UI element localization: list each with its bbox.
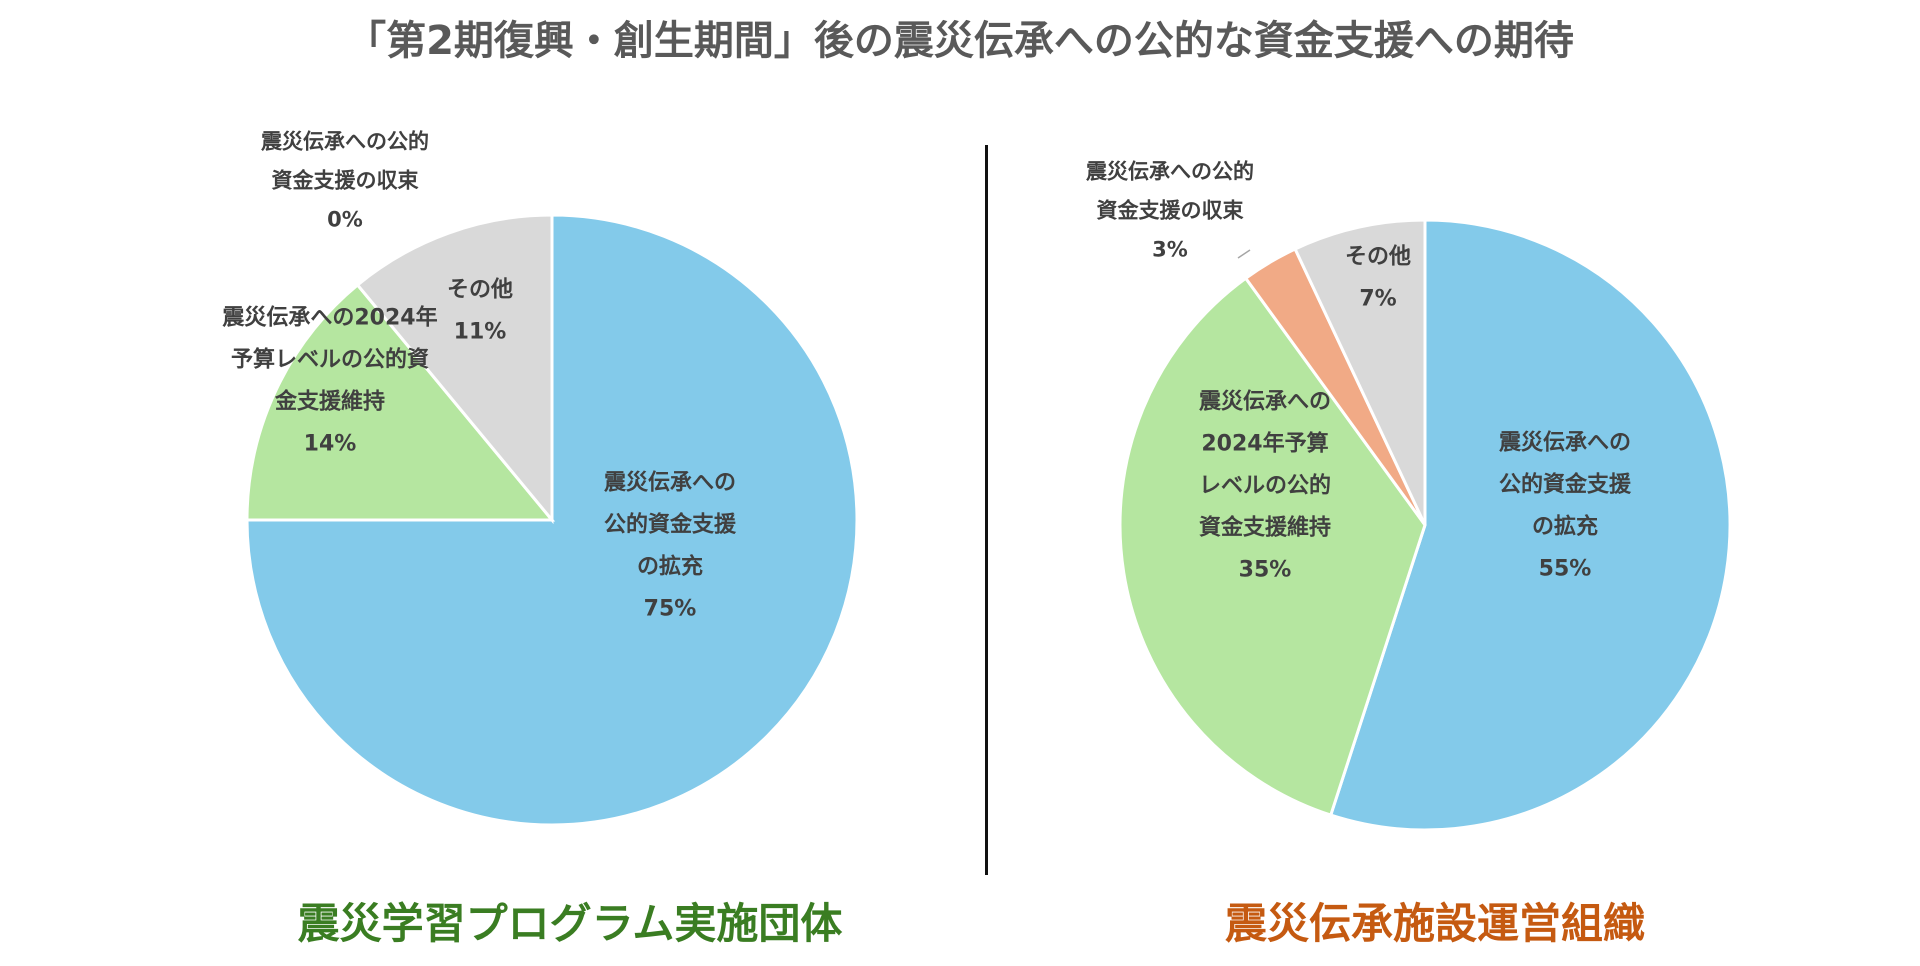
slice-value-label: 7% xyxy=(1359,287,1396,312)
chart-title: 「第2期復興・創生期間」後の震災伝承への公的な資金支援への期待 xyxy=(346,18,1574,64)
slice-label: 震災伝承への 2024年予算レベルの公的資金支援維持 35% xyxy=(1199,390,1331,583)
slice-name-line: 公的資金支援 xyxy=(1499,472,1632,498)
slice-name-line: レベルの公的 xyxy=(1199,473,1331,499)
slice-name-line: 資金支援の収束 xyxy=(1097,198,1245,222)
left-chart-subtitle: 震災学習プログラム実施団体 xyxy=(297,899,843,948)
slice-value-label: 75% xyxy=(644,597,697,622)
slice-label: 震災伝承への公的資金支援の収束 3% xyxy=(1086,159,1254,261)
slice-label: 震災伝承への公的資金支援の収束 0% xyxy=(261,129,429,231)
slice-name-line: その他 xyxy=(447,278,513,303)
slice-label: 震災伝承への2024年予算レベルの公的資金支援維持 14% xyxy=(222,305,437,457)
slice-name-line: 震災伝承への公的 xyxy=(261,129,429,153)
slice-name-line: 予算レベルの公的資 xyxy=(231,347,429,373)
right-chart-subtitle: 震災伝承施設運営組織 xyxy=(1224,899,1645,948)
slice-value-label: 14% xyxy=(304,432,357,457)
slice-value-label: 3% xyxy=(1152,237,1188,261)
leader-line xyxy=(1237,249,1251,259)
pie-slice xyxy=(1118,276,1427,817)
slice-name-line: の拡充 xyxy=(637,554,703,580)
slice-name-line: 震災伝承への xyxy=(1199,390,1331,415)
slice-value-label: 55% xyxy=(1539,557,1592,582)
slice-name-line: 金支援維持 xyxy=(274,389,385,415)
slice-label: 震災伝承への公的資金支援の拡充 75% xyxy=(604,471,737,622)
slice-value-label: 0% xyxy=(327,207,363,231)
pie-slice xyxy=(1293,218,1427,526)
slice-label: その他 11% xyxy=(447,278,513,345)
slice-label: その他 7% xyxy=(1345,245,1411,312)
slice-name-line: 2024年予算 xyxy=(1201,431,1328,457)
slice-name-line: その他 xyxy=(1345,245,1411,270)
slice-value-label: 35% xyxy=(1239,558,1292,583)
slice-name-line: 公的資金支援 xyxy=(604,512,737,538)
slice-name-line: 資金支援の収束 xyxy=(272,168,420,192)
slice-name-line: 震災伝承への xyxy=(1499,431,1631,456)
slice-name-line: 震災伝承への xyxy=(604,471,736,496)
divider xyxy=(985,145,988,875)
slice-name-line: 資金支援維持 xyxy=(1199,515,1331,541)
slice-label: 震災伝承への公的資金支援の拡充 55% xyxy=(1499,431,1632,582)
slice-name-line: 震災伝承への2024年 xyxy=(222,305,437,331)
pie-chart-1: 震災伝承への公的資金支援の拡充 75% 震災伝承への2024年予算レベルの公的資金支… xyxy=(222,129,859,827)
pie-slice xyxy=(355,213,554,525)
slice-value-label: 11% xyxy=(454,320,507,345)
pie-chart-2: 震災伝承への公的資金支援の拡充 55%震災伝承への 2024年予算レベルの公的資金支… xyxy=(1086,159,1732,832)
slice-name-line: 震災伝承への公的 xyxy=(1086,159,1254,183)
pie-slice xyxy=(1328,218,1732,832)
slice-name-line: の拡充 xyxy=(1532,514,1598,540)
pie-slice xyxy=(245,282,556,522)
